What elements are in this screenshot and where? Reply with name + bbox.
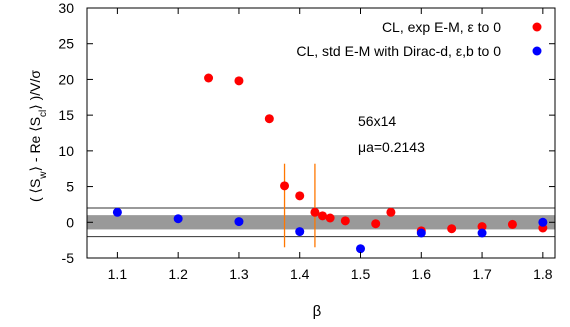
- legend-marker-blue: [532, 46, 542, 56]
- data-points: [112, 73, 548, 254]
- x-tick-label: 1.5: [351, 266, 371, 282]
- x-tick-label: 1.8: [533, 266, 553, 282]
- plot-frame: [86, 7, 556, 259]
- y-tick-label: 30: [58, 0, 74, 16]
- x-tick-label: 1.1: [108, 266, 128, 282]
- x-axis-ticks: 1.1 1.2 1.3 1.4 1.5 1.6 1.7 1.8: [108, 8, 553, 282]
- y-tick-label: 0: [66, 214, 74, 230]
- annotation-lattice-size: 56x14: [358, 113, 396, 129]
- y-tick-label: 10: [58, 143, 74, 159]
- red-point: [325, 213, 335, 223]
- y-tick-label: 15: [58, 107, 74, 123]
- blue-point: [538, 217, 548, 227]
- red-point: [318, 211, 328, 221]
- y-tick-label: -5: [62, 250, 75, 266]
- red-point: [371, 219, 381, 229]
- red-point: [340, 216, 350, 226]
- x-axis-label: β: [313, 303, 322, 320]
- y-axis-ticks: -5 0 5 10 15 20 25 30: [58, 0, 555, 266]
- blue-point: [112, 207, 122, 217]
- legend-entry: CL, std E-M with Dirac-d, ε,b to 0: [296, 43, 542, 59]
- annotation-mu-a: μa=0.2143: [358, 139, 425, 155]
- x-tick-label: 1.4: [290, 266, 310, 282]
- inner-band: [87, 215, 555, 230]
- reference-bands: [87, 207, 555, 238]
- y-axis-label-middle: ⟩ - Re ⟨S: [27, 117, 43, 172]
- red-point: [280, 181, 290, 191]
- legend-entry: CL, exp E-M, ε to 0: [382, 19, 542, 35]
- blue-point: [234, 217, 244, 227]
- red-point: [477, 222, 487, 232]
- red-point: [507, 219, 517, 229]
- red-point: [234, 76, 244, 86]
- x-tick-label: 1.7: [472, 266, 492, 282]
- y-axis-label-sub-cl: cl: [38, 110, 49, 117]
- red-point: [204, 73, 214, 83]
- legend-label: CL, exp E-M, ε to 0: [382, 19, 501, 35]
- blue-point: [477, 228, 487, 238]
- legend-marker-red: [532, 22, 542, 32]
- vertical-marker-lines: [283, 163, 316, 248]
- y-tick-label: 20: [58, 71, 74, 87]
- red-point: [386, 207, 396, 217]
- blue-point: [295, 227, 305, 237]
- y-axis-label-close: ⟩ )/V/σ: [27, 70, 43, 110]
- legend: CL, exp E-M, ε to 0 CL, std E-M with Dir…: [296, 19, 542, 59]
- y-axis-label-sub-w: w: [38, 171, 49, 180]
- legend-label: CL, std E-M with Dirac-d, ε,b to 0: [296, 43, 501, 59]
- x-tick-label: 1.3: [229, 266, 249, 282]
- x-tick-label: 1.2: [168, 266, 188, 282]
- y-tick-label: 25: [58, 36, 74, 52]
- y-axis-label-open: ( ⟨S: [27, 179, 43, 202]
- y-tick-label: 5: [66, 179, 74, 195]
- blue-point: [173, 214, 183, 224]
- red-point: [264, 114, 274, 124]
- red-point: [295, 191, 305, 201]
- blue-point: [416, 228, 426, 238]
- red-point: [447, 224, 457, 234]
- blue-point: [356, 244, 366, 254]
- red-point: [310, 207, 320, 217]
- y-axis-label: ( ⟨Sw⟩ - Re ⟨Scl⟩ )/V/σ: [27, 70, 49, 202]
- x-tick-label: 1.6: [412, 266, 432, 282]
